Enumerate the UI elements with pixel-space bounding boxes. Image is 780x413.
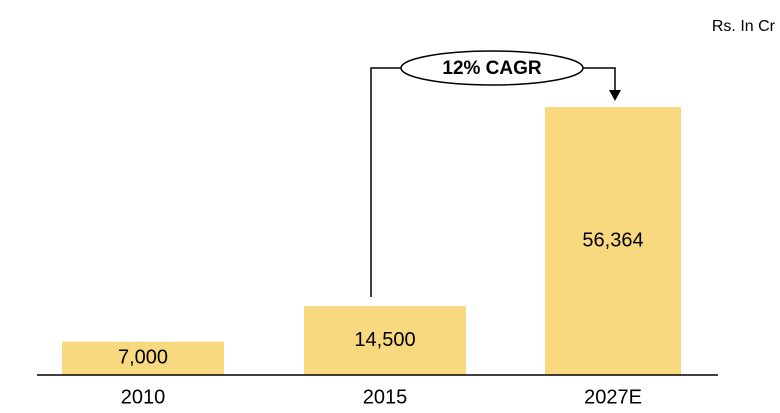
x-tick-label: 2010 xyxy=(121,386,166,408)
value-label: 56,364 xyxy=(582,229,643,251)
bar xyxy=(304,306,466,375)
bar xyxy=(62,341,224,375)
x-tick-label: 2015 xyxy=(363,386,408,408)
annotation-ellipse xyxy=(400,50,584,86)
value-label: 14,500 xyxy=(354,329,415,351)
bar xyxy=(545,107,681,375)
arrow-head xyxy=(609,90,621,101)
x-tick-label: 2027E xyxy=(584,386,642,408)
connector-line xyxy=(582,67,616,92)
value-label: 7,000 xyxy=(118,347,168,369)
annotation-text: 12% CAGR xyxy=(442,58,542,79)
cagr-annotation: 12% CAGR xyxy=(370,50,621,297)
connector-line xyxy=(370,67,402,297)
unit-label: Rs. In Cr xyxy=(712,18,776,35)
